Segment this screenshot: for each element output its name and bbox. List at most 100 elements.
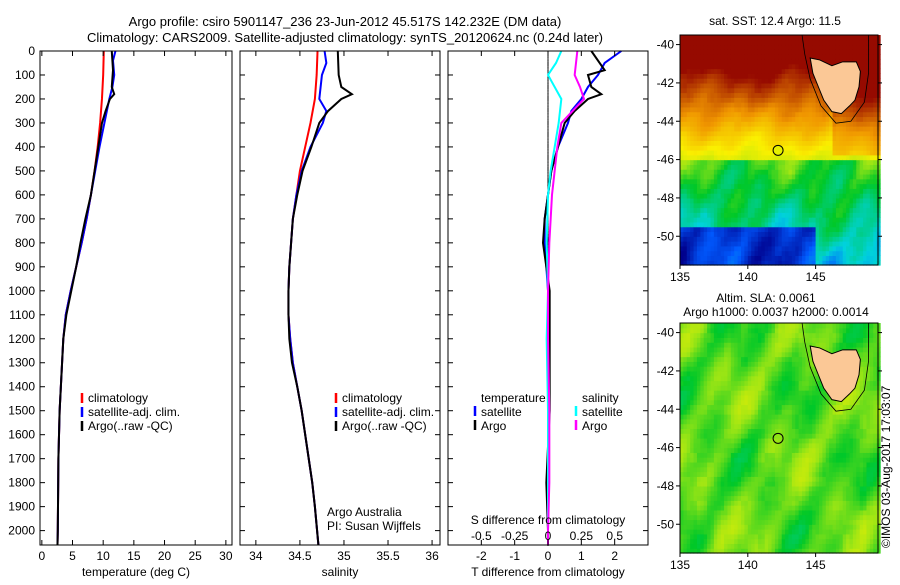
map-cell xyxy=(877,69,881,74)
map-cell xyxy=(877,184,881,189)
credit-text: ©IMOS 03-Aug-2017 17:03:07 xyxy=(879,385,893,548)
legend-label: climatology xyxy=(88,391,148,405)
legend-label: Argo xyxy=(582,419,608,433)
map-cell xyxy=(877,222,881,227)
x-tick-label: 10 xyxy=(97,549,111,563)
y-tick-label: 1000 xyxy=(8,284,35,298)
y-tick-label: -46 xyxy=(657,153,675,167)
map-cell xyxy=(877,241,881,246)
y-tick-label: -40 xyxy=(657,38,675,52)
y-tick-label: 0 xyxy=(28,44,35,58)
x-tick-label: 0 xyxy=(38,549,45,563)
y-tick-label: 1400 xyxy=(8,380,35,394)
map-cell xyxy=(877,251,881,256)
y-tick-label: -42 xyxy=(657,76,675,90)
map-cell xyxy=(877,83,881,88)
x-tick-label: 15 xyxy=(127,549,141,563)
x-tick-label: 34 xyxy=(249,549,263,563)
map-cell xyxy=(877,54,881,59)
y-tick-label: -44 xyxy=(657,114,675,128)
legend-title-salinity: salinity xyxy=(582,391,619,405)
y-tick-label: 700 xyxy=(15,212,35,226)
map-cell xyxy=(877,198,881,203)
legend-label: satellite xyxy=(582,405,623,419)
map-cell xyxy=(877,102,881,107)
y-tick-label: -48 xyxy=(657,191,675,205)
x-tick-label: 1 xyxy=(578,549,585,563)
x2-axis-label: S difference from climatology xyxy=(471,513,626,527)
legend-label: satellite-adj. clim. xyxy=(342,405,434,419)
map-cell xyxy=(877,169,881,174)
x-tick-label: 30 xyxy=(219,549,233,563)
map-cell xyxy=(877,126,881,131)
map-cell xyxy=(877,179,881,184)
legend-label: Argo xyxy=(481,419,507,433)
map-cell xyxy=(877,88,881,93)
y-tick-label: 1200 xyxy=(8,332,35,346)
x-tick-label: 0 xyxy=(545,549,552,563)
map-cell xyxy=(877,160,881,165)
y-tick-label: 900 xyxy=(15,260,35,274)
x-tick-label: 34.5 xyxy=(288,549,312,563)
x2-tick-label: 0 xyxy=(545,529,552,543)
y-tick-label: 100 xyxy=(15,68,35,82)
title-line-2: Climatology: CARS2009. Satellite-adjuste… xyxy=(87,30,603,45)
map-cell xyxy=(877,188,881,193)
y-tick-label: 1100 xyxy=(9,308,35,322)
map-cell xyxy=(877,203,881,208)
x-tick-label: 25 xyxy=(189,549,203,563)
map-cell xyxy=(877,246,881,251)
annotation-text: PI: Susan Wijffels xyxy=(327,519,421,533)
series-line-argo---raw--qc- xyxy=(57,51,114,545)
legend-label: climatology xyxy=(342,391,402,405)
x-axis-label: T difference from climatology xyxy=(471,565,625,579)
series-line-satellite-adj--clim- xyxy=(57,51,115,545)
map-cell xyxy=(877,164,881,169)
series-line-climatology xyxy=(288,51,318,545)
map-cell xyxy=(877,208,881,213)
map-cell xyxy=(877,59,881,64)
map-cell xyxy=(877,174,881,179)
map-cell xyxy=(877,227,881,232)
map-cell xyxy=(877,217,881,222)
x-tick-label: 20 xyxy=(158,549,172,563)
legend-label: satellite-adj. clim. xyxy=(88,405,180,419)
map-title: sat. SST: 12.4 Argo: 11.5 xyxy=(709,14,841,28)
y-tick-label: 300 xyxy=(15,116,35,130)
y-tick-label: 600 xyxy=(15,188,35,202)
x2-tick-label: 0.25 xyxy=(570,529,594,543)
legend-label: Argo(..raw -QC) xyxy=(88,419,173,433)
map-cell xyxy=(877,212,881,217)
map-cell xyxy=(877,136,881,141)
map-cell xyxy=(877,64,881,69)
x-tick-label: 145 xyxy=(806,270,826,284)
x-tick-label: -1 xyxy=(509,549,520,563)
map-cell xyxy=(877,121,881,126)
y-tick-label: 1500 xyxy=(8,404,35,418)
map-cell xyxy=(877,35,881,40)
y-tick-label: 1900 xyxy=(8,500,35,514)
x2-tick-label: 0.5 xyxy=(606,529,623,543)
map-cell xyxy=(877,93,881,98)
y-tick-label: 1800 xyxy=(8,476,35,490)
map-cell xyxy=(877,73,881,78)
y-tick-label: 1700 xyxy=(8,452,35,466)
x-tick-label: 135 xyxy=(670,270,690,284)
title-line-1: Argo profile: csiro 5901147_236 23-Jun-2… xyxy=(129,14,562,29)
argo-position-marker xyxy=(773,145,783,155)
series-line-argo---raw--qc- xyxy=(288,51,351,545)
map-cell xyxy=(877,131,881,136)
y-tick-label: -50 xyxy=(657,229,675,243)
map-cell xyxy=(877,140,881,145)
map-cell xyxy=(877,236,881,241)
series-line-climatology xyxy=(57,51,103,545)
y-tick-label: 400 xyxy=(15,140,35,154)
series-line-satellite xyxy=(545,51,622,545)
x-tick-label: 35.5 xyxy=(376,549,400,563)
x-axis-label: temperature (deg C) xyxy=(82,565,190,579)
